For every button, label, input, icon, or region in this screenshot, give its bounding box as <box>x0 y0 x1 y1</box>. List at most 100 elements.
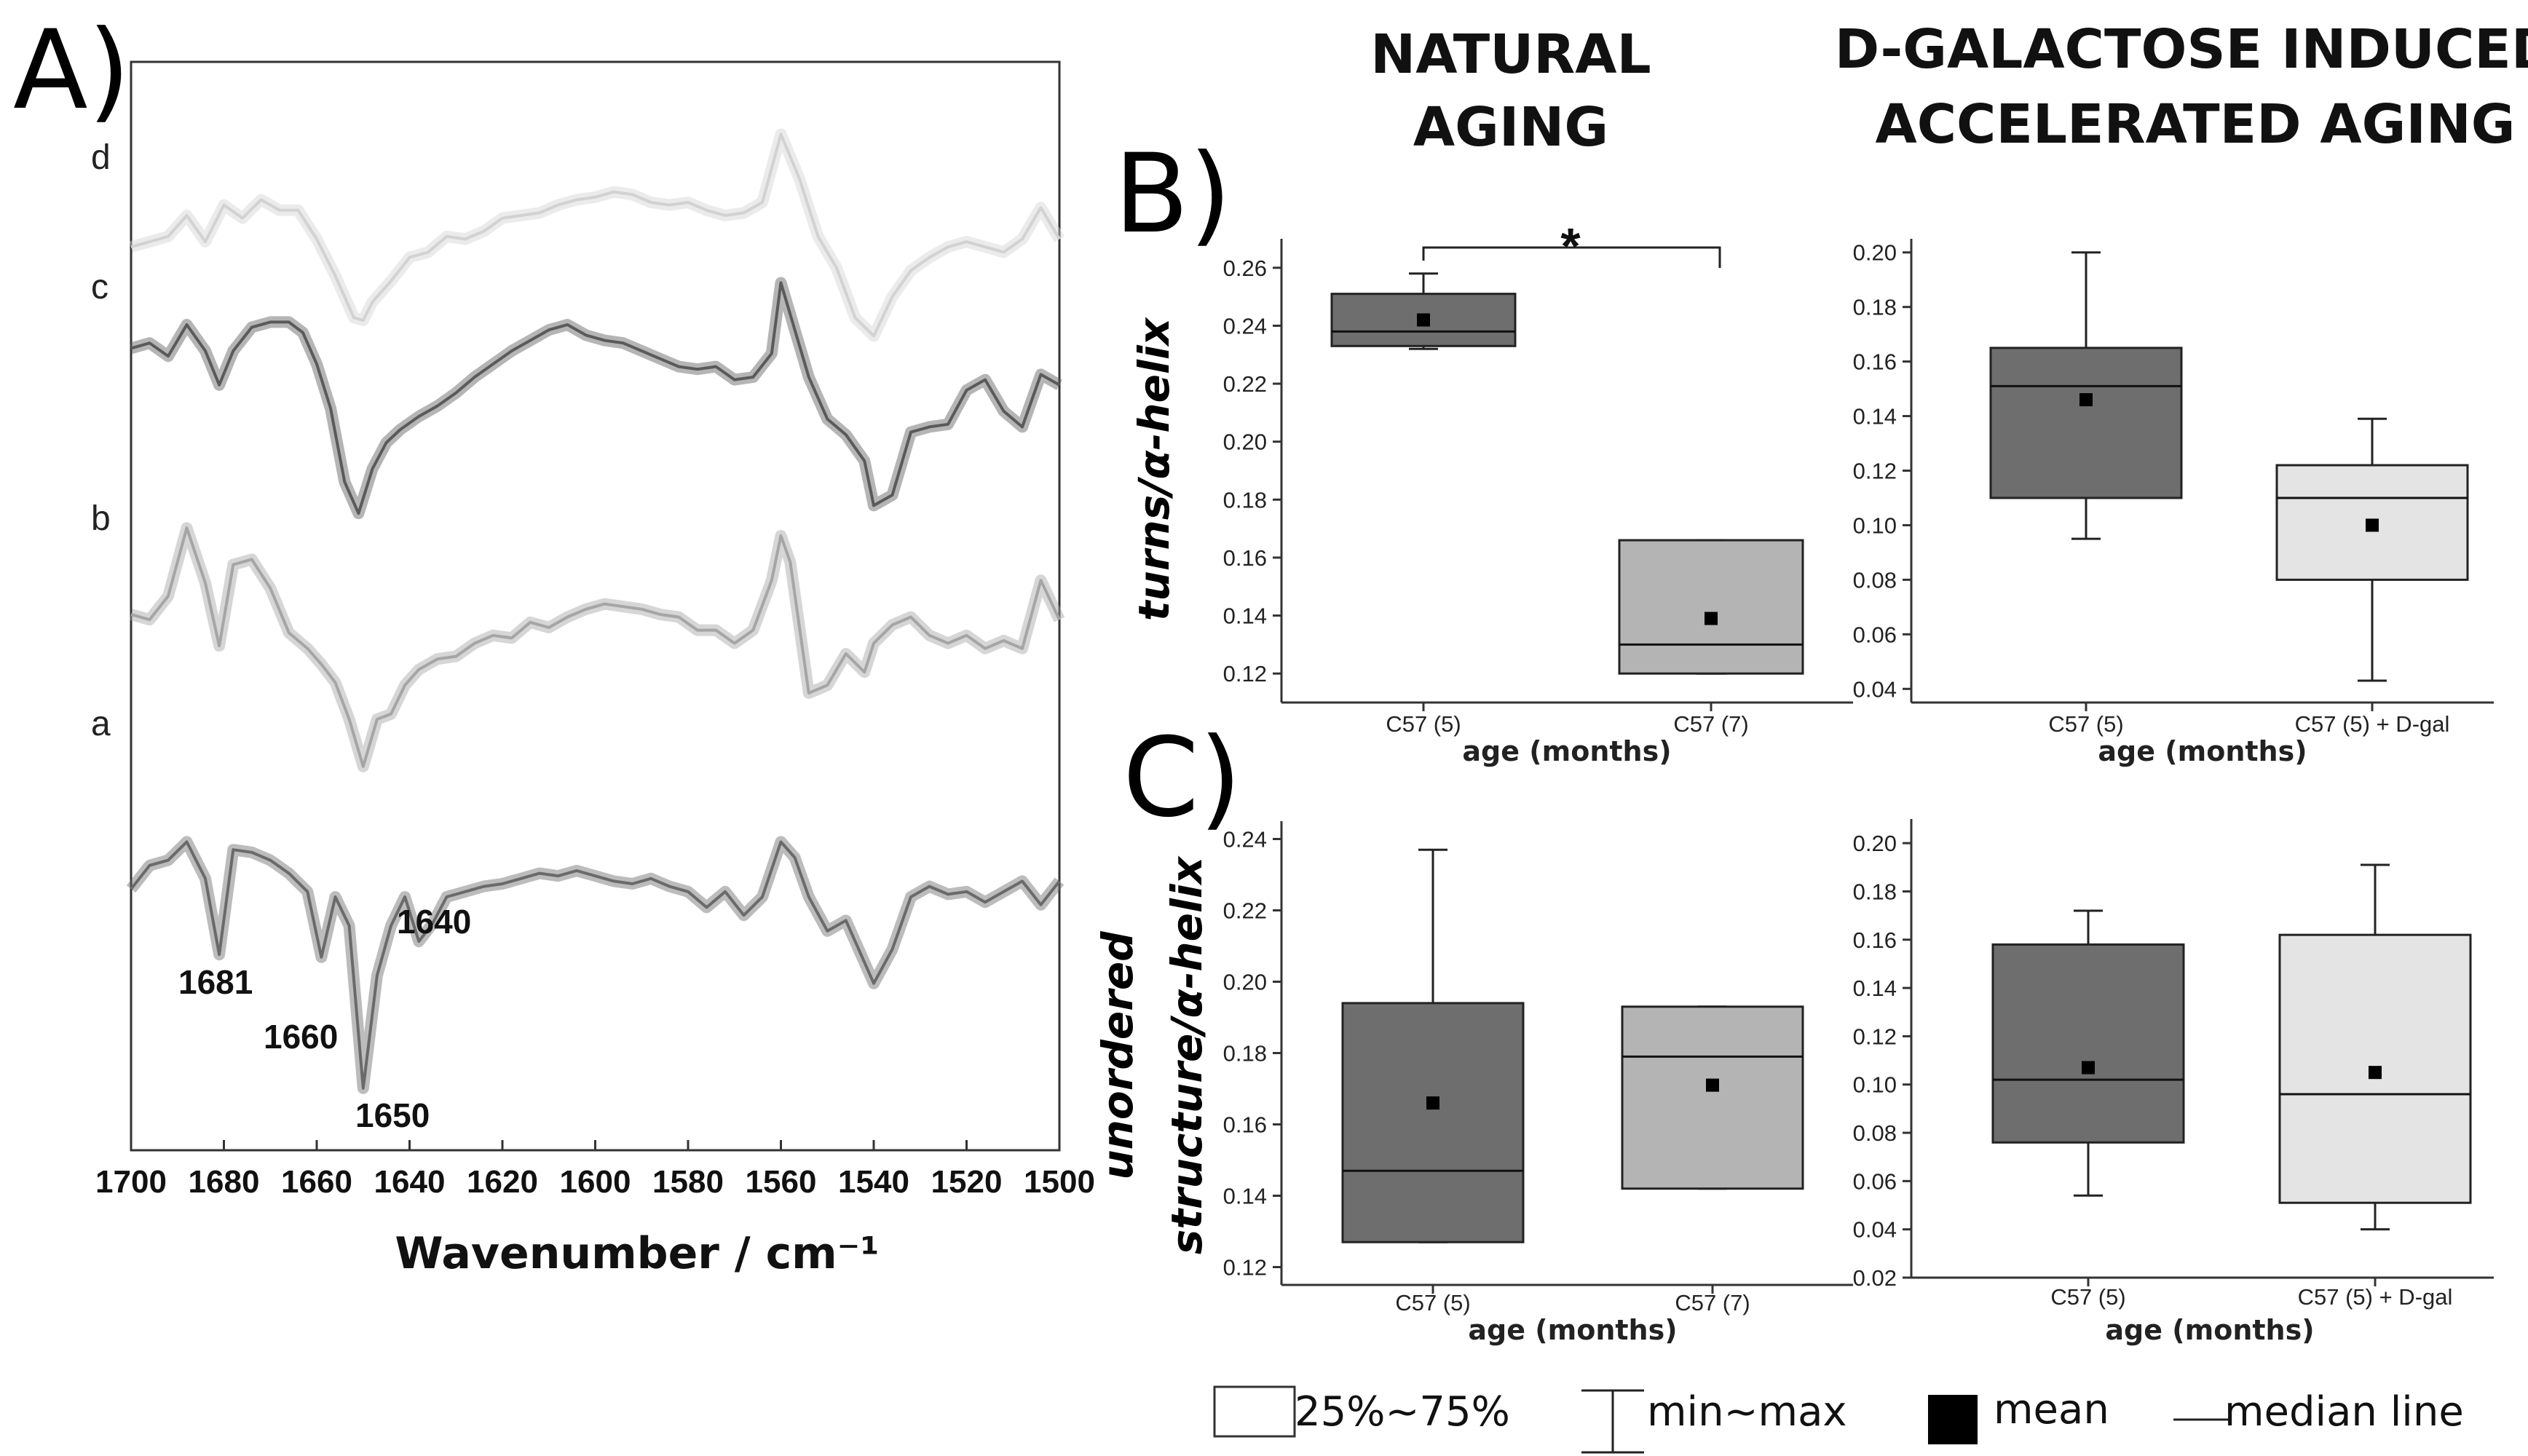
b-natural-y-tick-label-0.26: 0.26 <box>1223 256 1267 281</box>
c-natural-y-tick-label-0.14: 0.14 <box>1223 1184 1267 1209</box>
spectrum-band-b <box>129 522 1065 772</box>
b-dgal-x-axis-title: age (months) <box>2098 735 2307 767</box>
b-dgal-y-tick-label-0.04: 0.04 <box>1853 676 1897 702</box>
ftir-x-tick-label-1680: 1680 <box>189 1164 260 1200</box>
c-dgal-y-tick-label-0.04: 0.04 <box>1853 1217 1897 1243</box>
c-dgal-y-tick-label-0.08: 0.08 <box>1853 1120 1897 1146</box>
c-dgal-mean-0 <box>2082 1061 2095 1075</box>
boxplot-c-dgal: 0.02 0.04 0.06 0.08 0.10 0.12 0.14 0.16 0.18 0.20… <box>1853 819 2494 1346</box>
ftir-spectra-chart: 1700 1680 1660 1640 1620 1600 1580 1560 1540 1520… <box>91 60 1095 1279</box>
spectrum-line-b <box>130 526 1061 768</box>
peak-label-1681: 1681 <box>178 963 253 1001</box>
panel-letter-b: B) <box>1114 131 1231 258</box>
b-dgal-y-tick-label-0.08: 0.08 <box>1853 567 1897 593</box>
c-dgal-y-tick-label-0.12: 0.12 <box>1853 1024 1897 1049</box>
b-natural-x-axis-title: age (months) <box>1462 735 1671 767</box>
peak-label-1660: 1660 <box>264 1018 338 1056</box>
boxplot-b-natural: 0.12 0.14 0.16 0.18 0.20 0.22 0.24 0.26 C57 (5) C… <box>1223 239 1853 767</box>
b-natural-category-label-1: C57 (7) <box>1673 711 1748 737</box>
b-dgal-y-tick-label-0.06: 0.06 <box>1853 622 1897 647</box>
c-natural-y-tick-label-0.24: 0.24 <box>1223 827 1267 852</box>
ftir-x-tick-label-1640: 1640 <box>374 1164 446 1200</box>
c-natural-y-tick-label-0.18: 0.18 <box>1223 1041 1267 1067</box>
b-dgal-category-label-1: C57 (5) + D-gal <box>2295 711 2450 737</box>
b-natural-y-tick-label-0.22: 0.22 <box>1223 371 1267 397</box>
spectrum-line-a <box>130 840 1061 1090</box>
peak-label-1650: 1650 <box>355 1096 430 1134</box>
c-dgal-category-label-0: C57 (5) <box>2050 1284 2125 1310</box>
c-dgal-x-axis-title: age (months) <box>2105 1314 2314 1346</box>
heading-natural-line1: NATURAL <box>1370 23 1651 86</box>
c-dgal-y-tick-label-0.02: 0.02 <box>1853 1265 1897 1291</box>
legend-mean-swatch <box>1928 1395 1978 1444</box>
panel-letter-c: C) <box>1123 715 1241 842</box>
b-dgal-y-tick-label-0.18: 0.18 <box>1853 295 1897 320</box>
ftir-x-tick-label-1500: 1500 <box>1024 1164 1095 1200</box>
c-dgal-y-tick-label-0.18: 0.18 <box>1853 879 1897 904</box>
legend-box-text: 25%~75% <box>1295 1388 1510 1436</box>
b-natural-y-tick-label-0.16: 0.16 <box>1223 545 1267 571</box>
spectrum-line-c <box>130 281 1060 515</box>
c-natural-y-tick-label-0.12: 0.12 <box>1223 1255 1267 1281</box>
b-natural-y-tick-label-0.14: 0.14 <box>1223 604 1267 629</box>
c-natural-y-tick-label-0.22: 0.22 <box>1223 898 1267 924</box>
c-natural-category-label-0: C57 (5) <box>1395 1290 1470 1315</box>
b-natural-y-tick-label-0.24: 0.24 <box>1223 313 1267 339</box>
c-natural-mean-0 <box>1426 1096 1439 1110</box>
b-dgal-mean-0 <box>2079 393 2093 407</box>
b-dgal-category-label-0: C57 (5) <box>2048 711 2123 737</box>
c-dgal-box-0 <box>1991 943 2185 1144</box>
ftir-x-tick-label-1620: 1620 <box>467 1164 538 1200</box>
c-natural-box-0 <box>1341 1002 1525 1243</box>
b-natural-mean-0 <box>1417 313 1430 327</box>
significance-bracket: * <box>1422 218 1721 274</box>
legend: 25%~75% min~max mean median line <box>1213 1385 2464 1454</box>
c-natural-mean-1 <box>1706 1078 1719 1092</box>
b-dgal-y-tick-label-0.20: 0.20 <box>1853 240 1897 266</box>
c-dgal-y-tick-label-0.20: 0.20 <box>1853 831 1897 856</box>
ftir-x-tick-label-1580: 1580 <box>652 1164 724 1200</box>
b-dgal-box-1 <box>2275 464 2469 581</box>
ftir-x-tick-label-1660: 1660 <box>281 1164 352 1200</box>
b-natural-y-tick-label-0.20: 0.20 <box>1223 430 1267 455</box>
c-natural-y-tick-label-0.20: 0.20 <box>1223 970 1267 995</box>
c-dgal-y-tick-label-0.14: 0.14 <box>1853 976 1897 1001</box>
heading-dgal-line2: ACCELERATED AGING <box>1875 93 2515 156</box>
c-dgal-mean-1 <box>2369 1066 2382 1080</box>
b-natural-category-label-0: C57 (5) <box>1386 711 1461 737</box>
legend-median-text: median line <box>2224 1388 2464 1436</box>
b-natural-mean-1 <box>1705 612 1718 625</box>
curve-label-b: b <box>91 499 111 538</box>
b-dgal-box-0 <box>1989 347 2183 499</box>
ftir-x-axis-title: Wavenumber / cm⁻¹ <box>395 1228 879 1279</box>
boxplot-c-natural: 0.12 0.14 0.16 0.18 0.20 0.22 0.24 C57 (5) C57 (… <box>1223 821 1853 1346</box>
c-dgal-y-tick-label-0.16: 0.16 <box>1853 927 1897 953</box>
ftir-x-tick-label-1600: 1600 <box>560 1164 631 1200</box>
curve-label-c: c <box>91 268 108 306</box>
c-natural-y-tick-label-0.16: 0.16 <box>1223 1112 1267 1138</box>
spectrum-band-d <box>129 128 1064 342</box>
legend-box-swatch <box>1213 1385 1296 1438</box>
legend-whisker-text: min~max <box>1647 1388 1847 1436</box>
y-label-unordered-line1: unordered <box>1093 931 1142 1180</box>
b-dgal-y-tick-label-0.12: 0.12 <box>1853 459 1897 484</box>
c-natural-category-label-1: C57 (7) <box>1675 1290 1750 1315</box>
b-natural-y-tick-label-0.18: 0.18 <box>1223 487 1267 513</box>
curve-label-d: d <box>91 138 111 177</box>
b-natural-y-tick-label-0.12: 0.12 <box>1223 661 1267 687</box>
ftir-x-tick-label-1560: 1560 <box>746 1164 817 1200</box>
spectrum-band-c <box>129 277 1062 520</box>
boxplot-b-dgal: 0.04 0.06 0.08 0.10 0.12 0.14 0.16 0.18 0.20 C57 … <box>1853 239 2494 767</box>
significance-star: * <box>1560 218 1581 274</box>
ftir-x-tick-label-1520: 1520 <box>931 1164 1003 1200</box>
c-natural-box-1 <box>1621 1005 1804 1190</box>
panel-letter-a: A) <box>13 7 130 134</box>
heading-dgal-line1: D-GALACTOSE INDUCED <box>1835 18 2528 81</box>
c-dgal-y-tick-label-0.10: 0.10 <box>1853 1072 1897 1098</box>
b-dgal-y-tick-label-0.14: 0.14 <box>1853 404 1897 430</box>
c-dgal-category-label-1: C57 (5) + D-gal <box>2298 1284 2453 1310</box>
b-dgal-y-tick-label-0.16: 0.16 <box>1853 349 1897 375</box>
y-label-unordered-line2: structure/α-helix <box>1162 855 1212 1254</box>
peak-label-1640: 1640 <box>397 903 471 941</box>
